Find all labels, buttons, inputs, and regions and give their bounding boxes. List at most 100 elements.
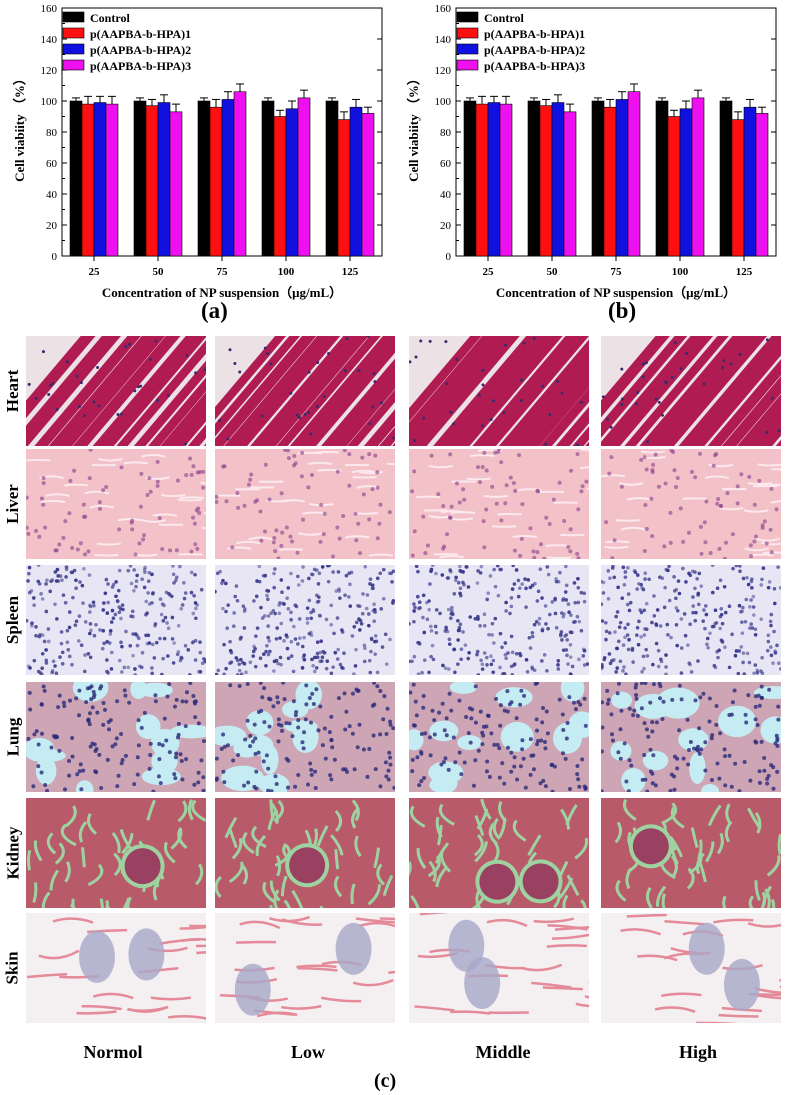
column-label-low: Low: [290, 1042, 325, 1062]
bar: [337, 119, 351, 257]
bar: [667, 116, 681, 257]
histology-image-lung-low: [215, 682, 395, 792]
x-axis-label: Concentration of NP suspension（μg/mL）: [496, 285, 736, 300]
bar: [133, 100, 147, 257]
bar: [209, 106, 223, 257]
column-label-high: High: [678, 1042, 717, 1062]
histology-image-spleen-middle: [409, 565, 589, 675]
column-label-middle: Middle: [475, 1042, 531, 1062]
bar: [539, 105, 553, 257]
histology-image-skin-normol: [26, 913, 206, 1023]
histology-image-kidney-low: [215, 798, 395, 908]
bar: [475, 103, 489, 257]
bar: [93, 102, 107, 257]
bar: [615, 99, 629, 257]
histology-image-heart-low: [215, 336, 395, 446]
bar: [655, 100, 669, 257]
bar: [679, 108, 693, 257]
y-tick-label: 20: [440, 220, 452, 232]
bar: [603, 106, 617, 257]
y-axis-label: Cell viabiity （%）: [12, 72, 27, 182]
legend-label: p(AAPBA-b-HPA)2: [90, 43, 191, 57]
histology-image-kidney-high: [601, 798, 781, 908]
legend-swatch: [456, 43, 479, 55]
legend-label: Control: [484, 11, 524, 25]
legend-swatch: [456, 59, 479, 71]
bar: [691, 97, 705, 257]
y-tick-label: 100: [435, 96, 452, 108]
y-tick-label: 120: [41, 65, 58, 77]
legend-label: Control: [90, 11, 130, 25]
y-tick-label: 120: [435, 65, 452, 77]
bar: [81, 103, 95, 257]
x-tick-label: 75: [217, 266, 229, 278]
y-tick-label: 40: [46, 189, 58, 201]
y-tick-label: 60: [46, 158, 58, 170]
bar: [197, 100, 211, 257]
x-tick-label: 100: [278, 266, 295, 278]
x-tick-label: 50: [153, 266, 165, 278]
histology-image-skin-high: [601, 913, 781, 1023]
legend-swatch: [62, 59, 85, 71]
x-tick-label: 50: [547, 266, 559, 278]
histology-image-spleen-low: [215, 565, 395, 675]
bar: [527, 100, 541, 257]
legend-label: p(AAPBA-b-HPA)1: [484, 27, 585, 41]
histology-image-liver-middle: [409, 449, 589, 559]
y-tick-label: 0: [52, 251, 58, 263]
bar: [487, 102, 501, 257]
bar: [627, 91, 641, 257]
legend-label: p(AAPBA-b-HPA)2: [484, 43, 585, 57]
bar: [233, 91, 247, 257]
histology-image-heart-middle: [409, 336, 589, 446]
bar: [297, 97, 311, 257]
row-label-liver: Liver: [3, 484, 22, 524]
bar: [755, 113, 769, 257]
legend-swatch: [456, 11, 479, 23]
y-tick-label: 60: [440, 158, 452, 170]
histology-image-lung-high: [601, 682, 781, 792]
histology-image-lung-middle: [409, 682, 589, 792]
legend-label: p(AAPBA-b-HPA)1: [90, 27, 191, 41]
bar: [169, 111, 183, 257]
legend-swatch: [62, 11, 85, 23]
row-label-heart: Heart: [3, 369, 23, 413]
legend-swatch: [62, 27, 85, 39]
bar: [273, 116, 287, 257]
bar: [731, 119, 745, 257]
panel-label-b: (b): [608, 298, 637, 323]
histology-image-lung-normol: [26, 682, 206, 792]
x-tick-label: 100: [672, 266, 689, 278]
x-tick-label: 125: [736, 266, 753, 278]
bar: [719, 100, 733, 257]
x-tick-label: 25: [483, 266, 495, 278]
bar: [261, 100, 275, 257]
legend-swatch: [456, 27, 479, 39]
legend-label: p(AAPBA-b-HPA)3: [484, 59, 585, 73]
bar: [69, 100, 83, 257]
bar: [325, 100, 339, 257]
histology-image-heart-normol: [26, 336, 206, 446]
histology-image-liver-high: [601, 449, 781, 559]
y-tick-label: 140: [41, 34, 58, 46]
histology-image-skin-middle: [409, 913, 589, 1023]
bar: [463, 100, 477, 257]
y-axis-label: Cell viabiity （%）: [406, 72, 421, 182]
panel-label-a: (a): [201, 298, 228, 323]
bar: [743, 106, 757, 257]
y-tick-label: 160: [41, 3, 58, 15]
y-tick-label: 20: [46, 220, 58, 232]
histology-image-liver-low: [215, 449, 395, 559]
y-tick-label: 40: [440, 189, 452, 201]
bar: [499, 103, 513, 257]
histology-image-kidney-middle: [409, 798, 589, 908]
row-label-kidney: Kidney: [3, 826, 22, 880]
chart-a: 0 20 40 60 80 100 120 140 160 25 50 75 100 125Concent…: [12, 3, 383, 300]
y-tick-label: 80: [440, 127, 452, 139]
bar: [145, 105, 159, 257]
bar: [105, 103, 119, 257]
legend-label: p(AAPBA-b-HPA)3: [90, 59, 191, 73]
y-tick-label: 140: [435, 34, 452, 46]
histology-image-kidney-normol: [26, 798, 206, 908]
